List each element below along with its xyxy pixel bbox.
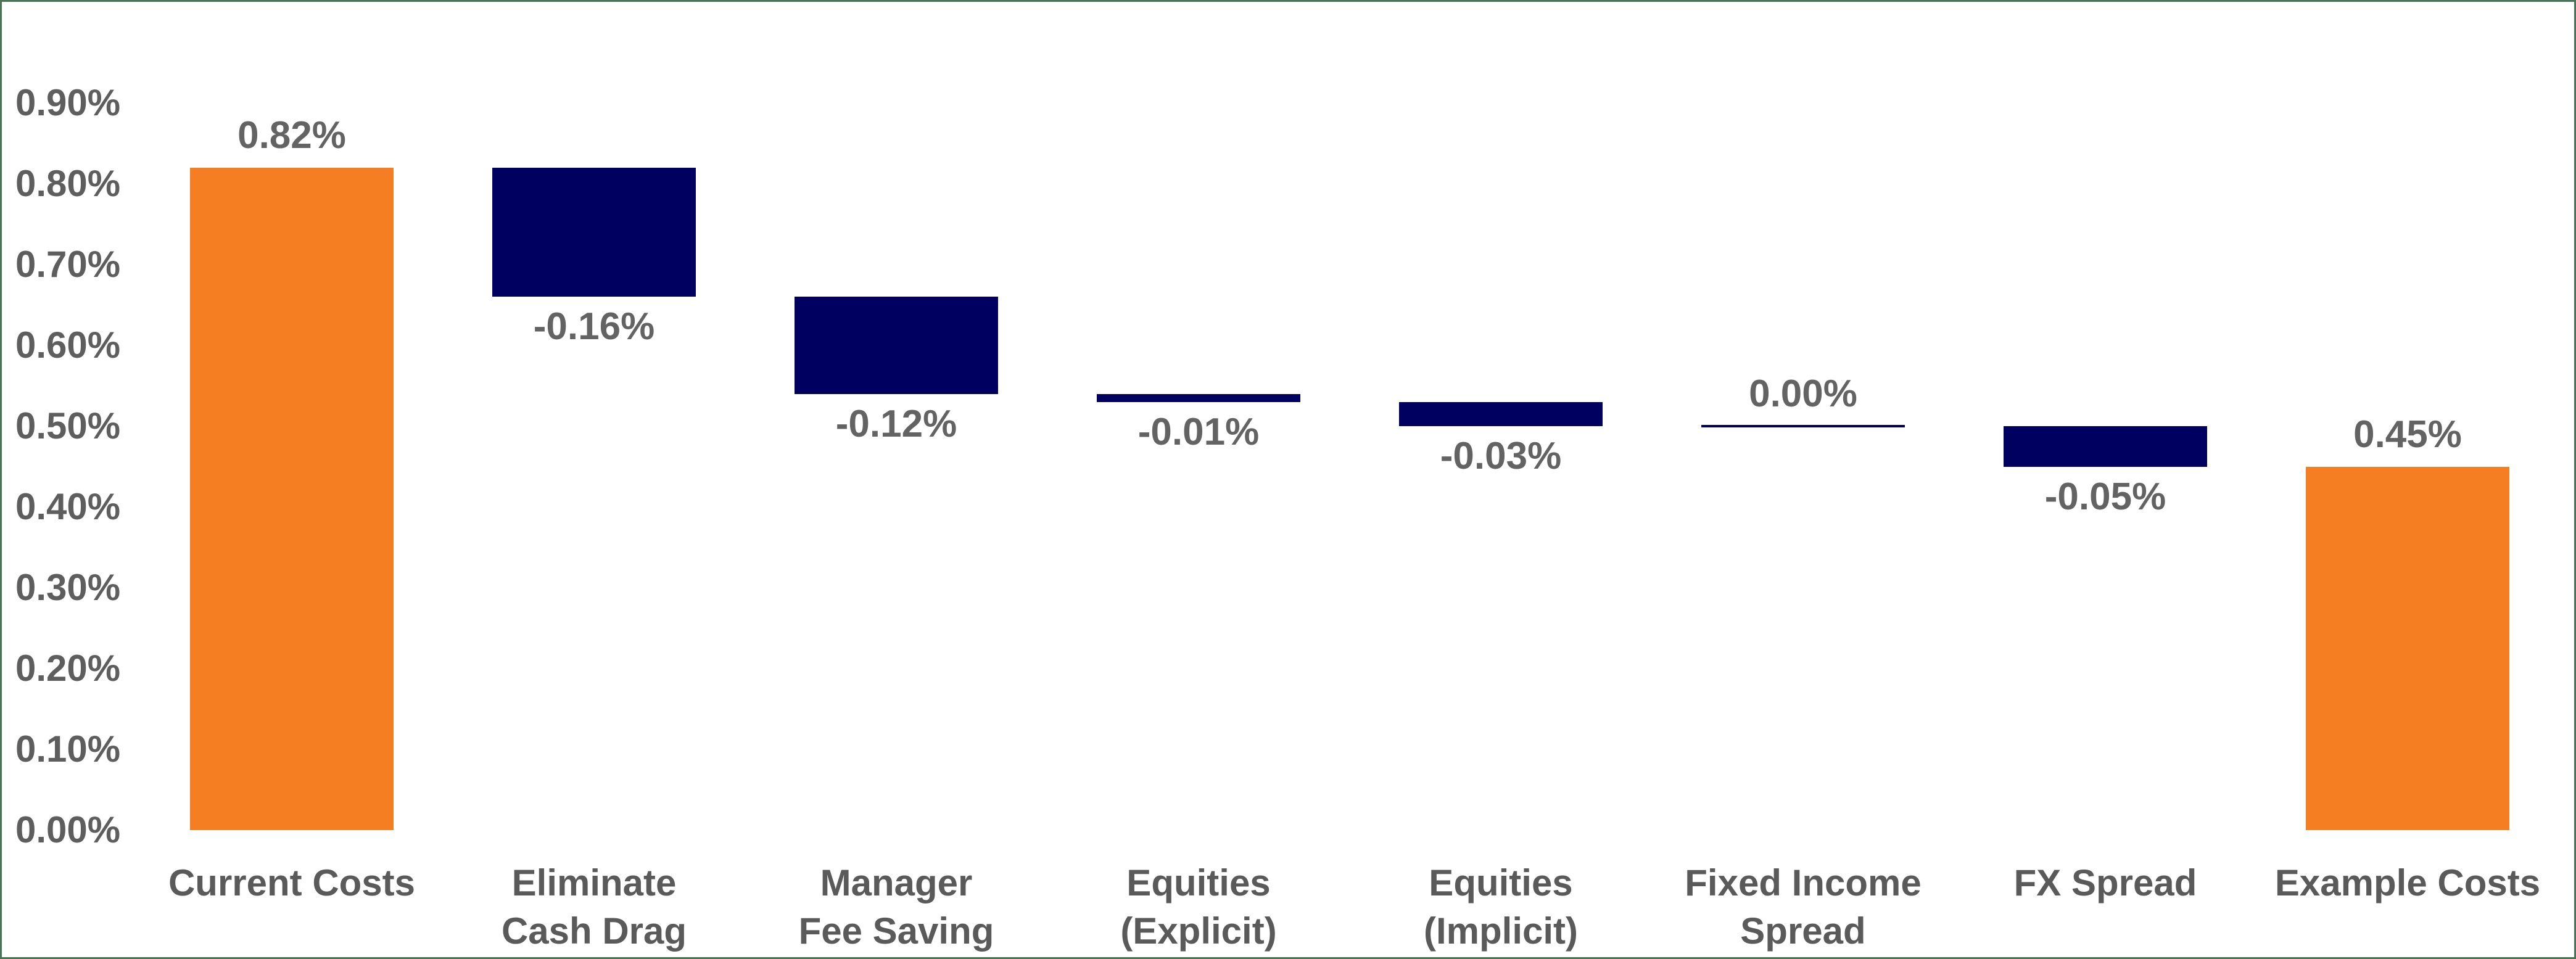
value-label: -0.16%	[533, 305, 655, 348]
value-label: 0.82%	[237, 113, 346, 157]
total-bar	[190, 167, 394, 830]
value-label: -0.01%	[1137, 410, 1260, 453]
y-tick-label: 0.30%	[15, 567, 121, 608]
zero-connector-line	[1701, 425, 1905, 427]
decrease-bar	[2004, 426, 2207, 467]
x-category-label: Example Costs	[2274, 862, 2541, 903]
x-category-label: Fixed Income Spread	[1685, 862, 1922, 952]
y-tick-label: 0.50%	[15, 405, 121, 447]
x-category-label: FX Spread	[2013, 862, 2197, 903]
y-tick-label: 0.10%	[15, 728, 121, 770]
value-label: -0.12%	[835, 402, 957, 445]
decrease-bar	[1399, 401, 1603, 426]
x-category-label: Current Costs	[168, 862, 416, 903]
value-label: -0.05%	[2044, 475, 2166, 518]
value-label: 0.00%	[1749, 372, 1857, 415]
x-category-label: Equities (Implicit)	[1424, 862, 1578, 952]
decrease-bar	[492, 167, 696, 297]
y-tick-label: 0.00%	[15, 809, 121, 850]
x-category-label: Equities (Explicit)	[1120, 862, 1277, 952]
decrease-bar	[795, 297, 998, 394]
y-tick-label: 0.60%	[15, 324, 121, 366]
decrease-bar	[1097, 393, 1300, 402]
total-bar	[2306, 466, 2509, 830]
x-category-label: Manager Fee Saving	[798, 862, 994, 952]
y-tick-label: 0.70%	[15, 244, 121, 285]
value-label: 0.45%	[2353, 413, 2462, 456]
y-tick-label: 0.80%	[15, 163, 121, 204]
x-category-label: Eliminate Cash Drag	[501, 862, 687, 952]
value-label: -0.03%	[1440, 435, 1562, 477]
y-tick-label: 0.40%	[15, 486, 121, 527]
y-tick-label: 0.20%	[15, 648, 121, 689]
y-tick-label: 0.90%	[15, 82, 121, 123]
